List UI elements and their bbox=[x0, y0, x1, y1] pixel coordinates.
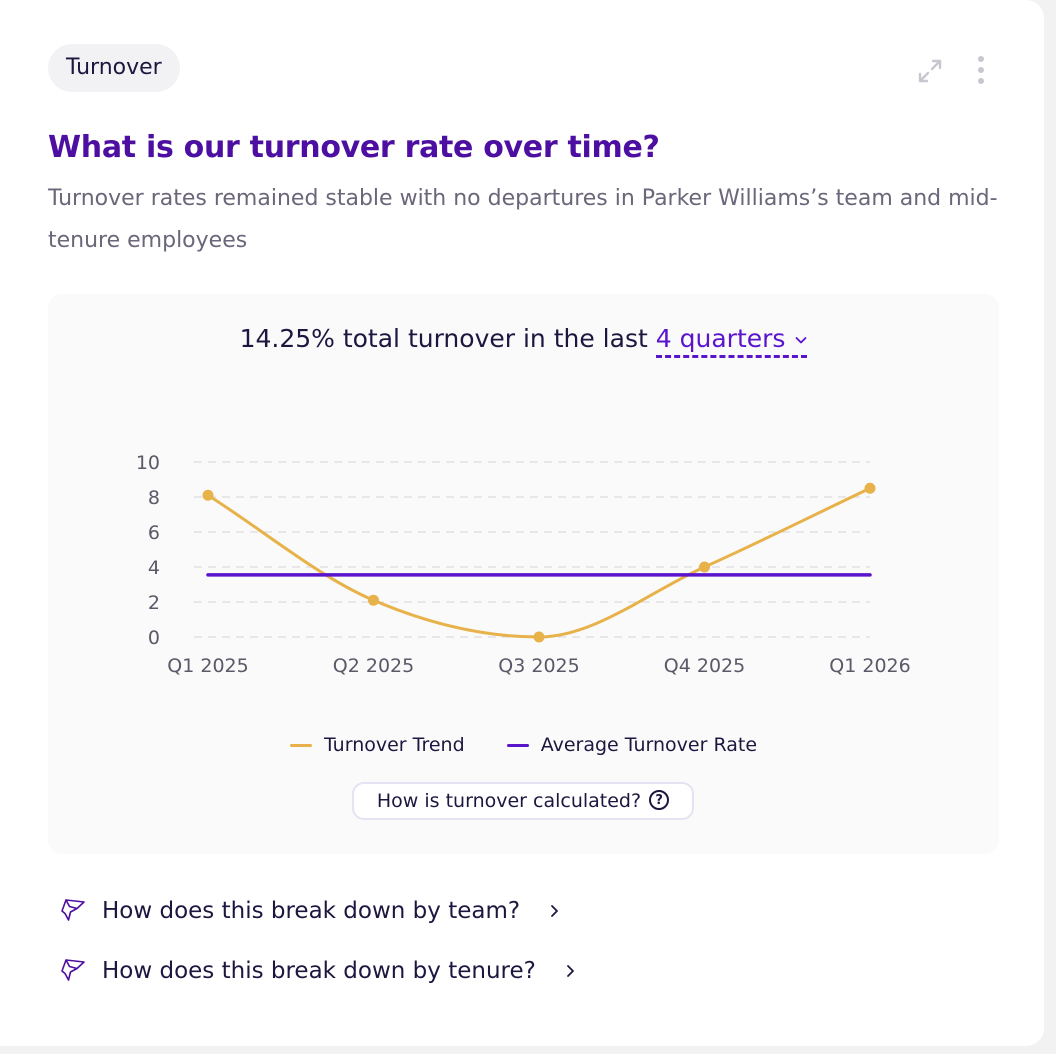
turnover-line-chart: 0 2 4 6 8 10 Q1 2025 Q2 2025 Q3 2025 Q4 2025 Q1 2… bbox=[136, 452, 911, 677]
expand-icon[interactable] bbox=[915, 56, 945, 86]
y-tick-label: 8 bbox=[148, 487, 160, 509]
data-point-turnover-trend bbox=[202, 489, 214, 501]
data-point-turnover-trend bbox=[533, 631, 545, 643]
legend-item-turnover-trend: Turnover Trend bbox=[289, 734, 465, 756]
data-point-turnover-trend bbox=[368, 594, 379, 606]
y-tick-label: 10 bbox=[136, 452, 160, 474]
topic-tag[interactable]: Turnover bbox=[48, 44, 180, 92]
followup-team-button[interactable]: How does this break down by team? bbox=[60, 891, 562, 931]
chevron-right-icon bbox=[566, 965, 574, 977]
card-subtitle: Turnover rates remained stable with no d… bbox=[48, 186, 998, 253]
y-tick-label: 0 bbox=[148, 627, 160, 649]
y-tick-label: 6 bbox=[148, 522, 160, 544]
chart-panel: 14.25% total turnover in the last 4 quart… bbox=[48, 294, 999, 854]
chevron-down-icon bbox=[796, 337, 807, 344]
x-tick-label: Q2 2025 bbox=[333, 655, 414, 677]
legend-label-trend: Turnover Trend bbox=[323, 734, 465, 756]
card-title: What is our turnover rate over time? bbox=[48, 130, 660, 165]
data-point-turnover-trend bbox=[699, 561, 710, 573]
legend-label-average: Average Turnover Rate bbox=[540, 734, 758, 756]
more-vertical-icon[interactable] bbox=[968, 54, 994, 88]
period-label: 4 quarters bbox=[655, 324, 786, 353]
sparkle-icon bbox=[61, 959, 85, 981]
turnover-summary: 14.25% total turnover in the last 4 quart… bbox=[48, 324, 999, 358]
legend-swatch-trend bbox=[289, 744, 312, 747]
chevron-right-icon bbox=[551, 905, 558, 917]
sparkle-icon bbox=[61, 899, 85, 921]
x-tick-label: Q1 2025 bbox=[167, 655, 248, 677]
summary-text: 14.25% total turnover in the last bbox=[239, 324, 648, 353]
legend-swatch-average bbox=[506, 744, 529, 747]
x-tick-label: Q3 2025 bbox=[498, 655, 579, 677]
y-tick-label: 2 bbox=[148, 592, 160, 614]
period-dropdown[interactable]: 4 quarters bbox=[655, 324, 808, 358]
followup-tenure-button[interactable]: How does this break down by tenure? bbox=[60, 951, 578, 991]
x-tick-label: Q1 2026 bbox=[829, 655, 910, 677]
followup-tenure-label: How does this break down by tenure? bbox=[102, 958, 536, 984]
how-calculated-label: How is turnover calculated? bbox=[376, 790, 642, 812]
legend-item-average-rate: Average Turnover Rate bbox=[506, 734, 758, 756]
x-tick-label: Q4 2025 bbox=[664, 655, 745, 677]
data-point-turnover-trend bbox=[864, 482, 876, 494]
chart-legend: Turnover Trend Average Turnover Rate bbox=[48, 734, 999, 756]
y-tick-label: 4 bbox=[148, 557, 160, 579]
question-circle-icon: ? bbox=[649, 789, 670, 810]
how-calculated-button[interactable]: How is turnover calculated?? bbox=[352, 782, 694, 820]
followup-team-label: How does this break down by team? bbox=[102, 898, 521, 924]
series-line-turnover-trend bbox=[206, 486, 872, 639]
